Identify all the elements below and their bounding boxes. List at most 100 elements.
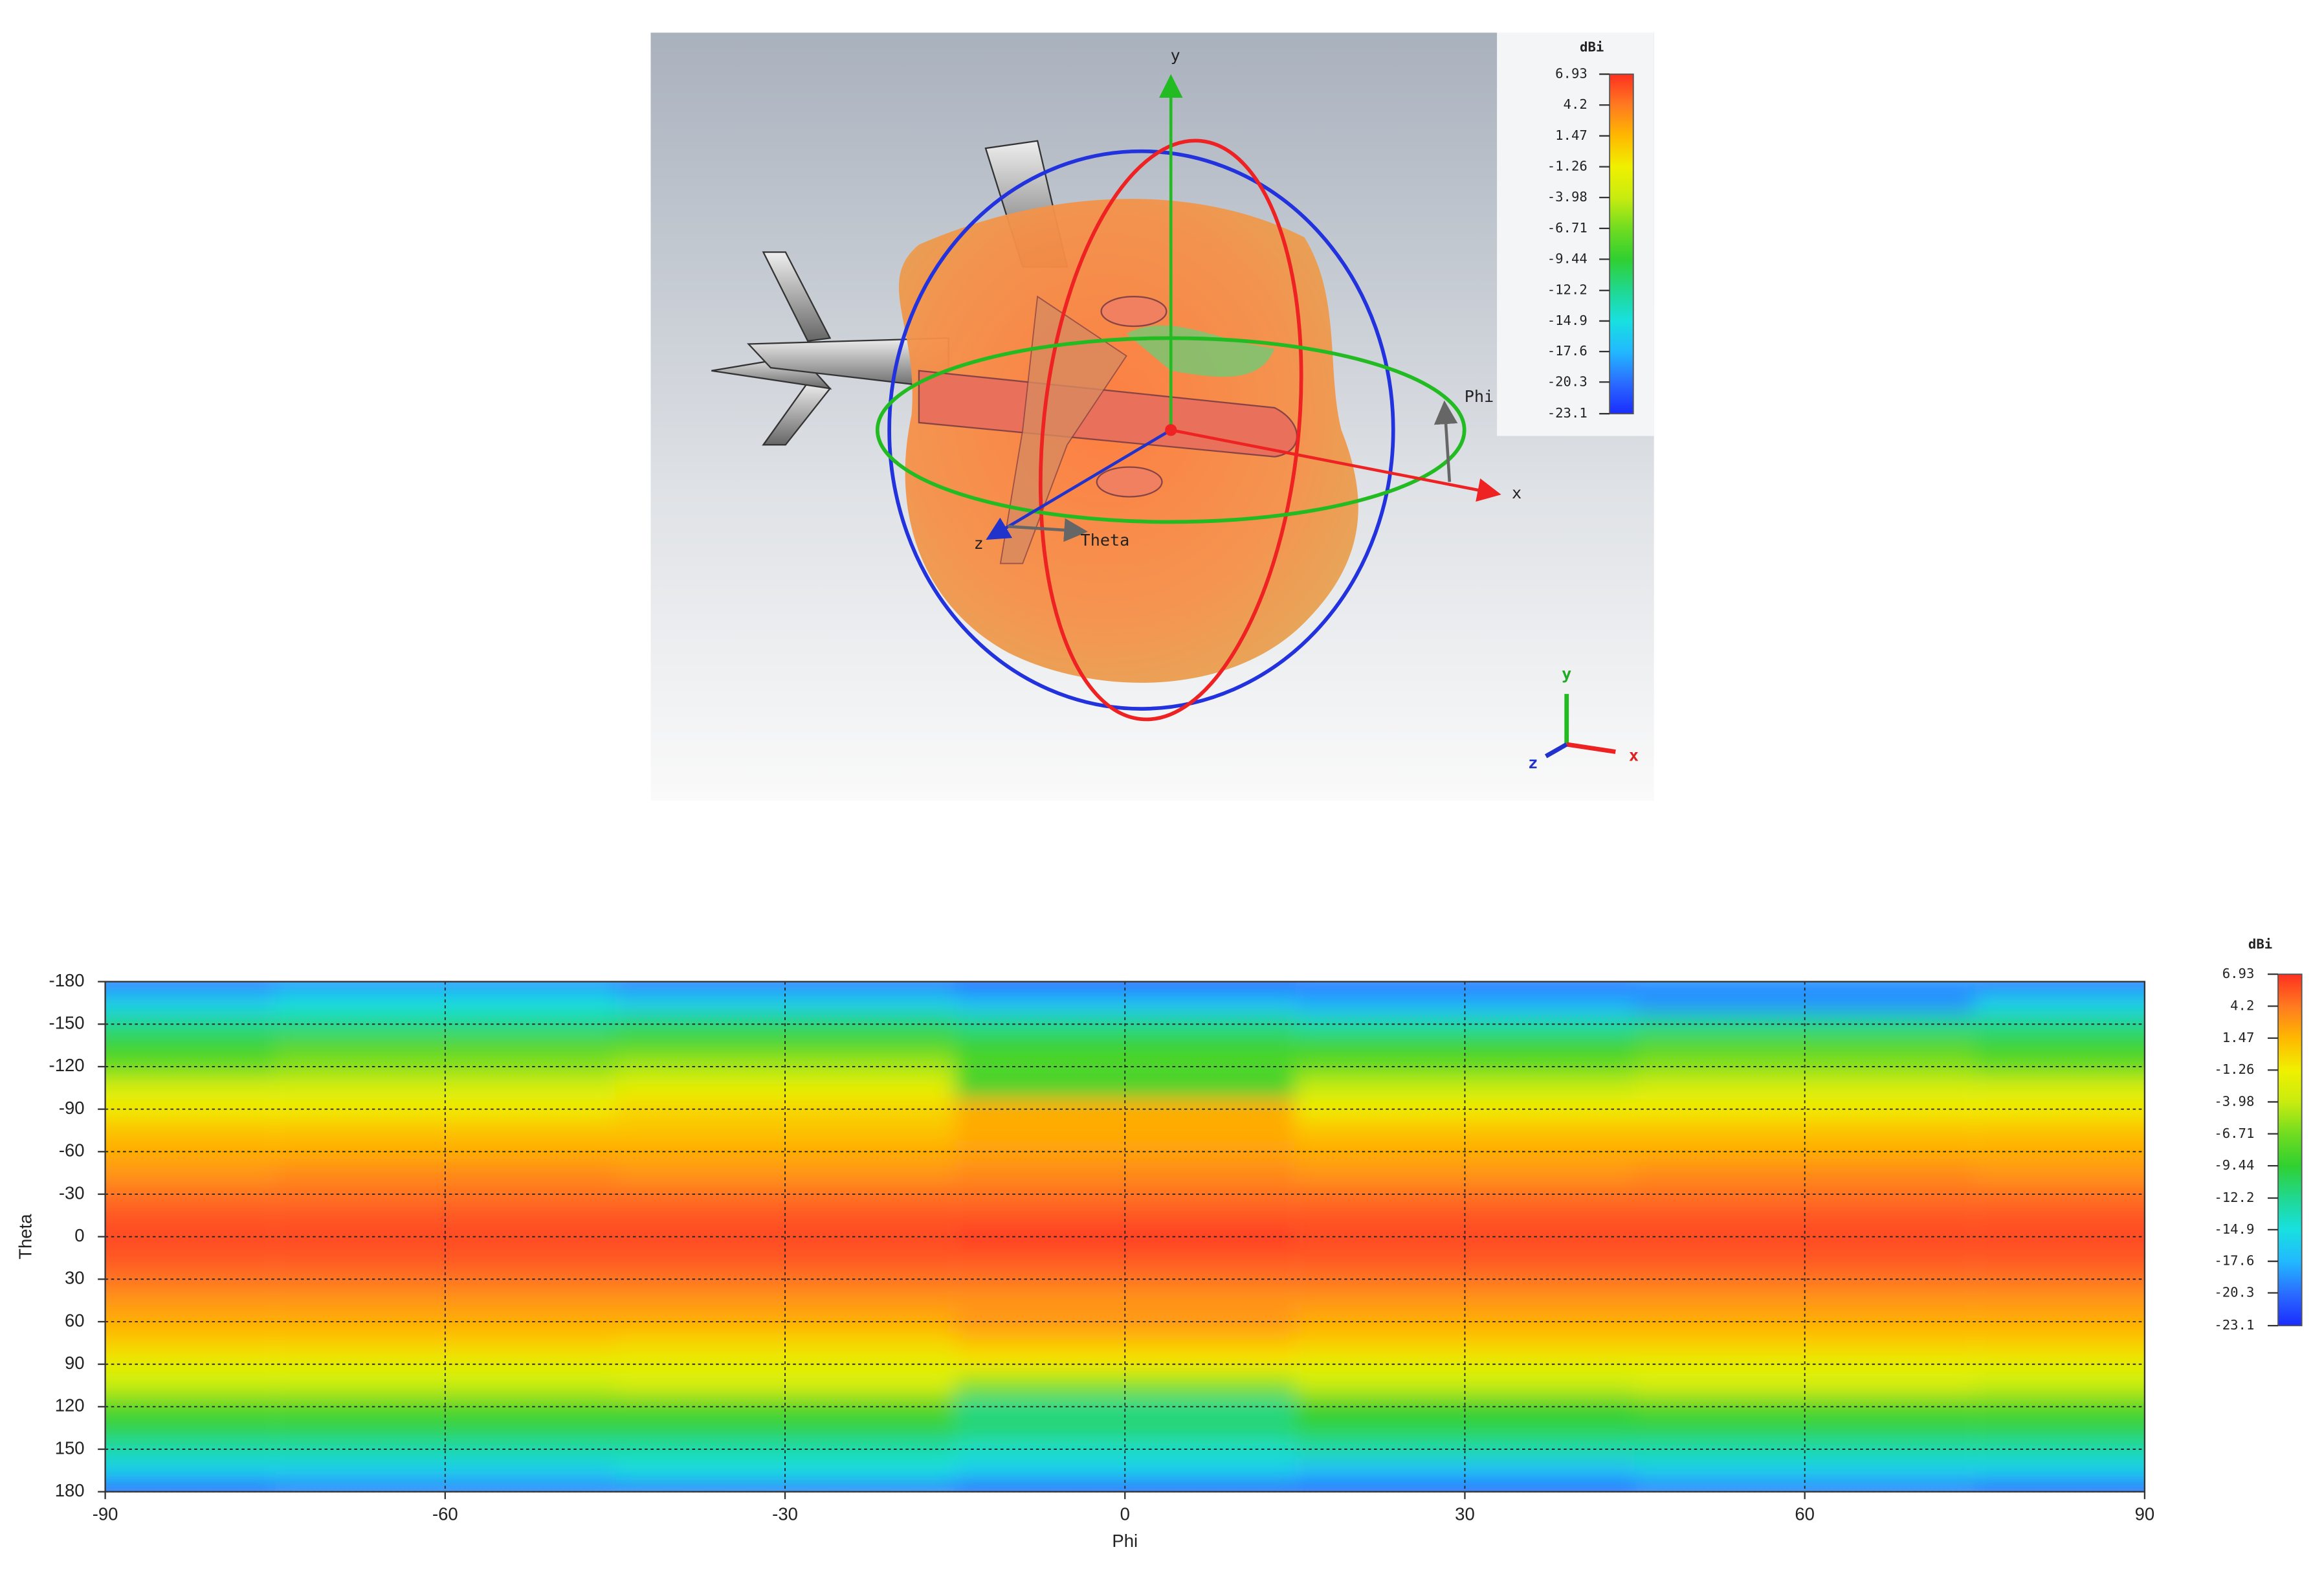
colorbar-tick-label: -9.44 (1547, 251, 1588, 267)
x-tick-label: -90 (93, 1504, 118, 1524)
colorbar-tick-label: -3.98 (1547, 189, 1588, 205)
axis-label: z (974, 534, 984, 553)
heatmap-cell (105, 1205, 276, 1227)
colorbar-tick-label: -12.2 (2214, 1190, 2254, 1205)
triad-label: y (1562, 664, 1571, 683)
theta-arrow (1008, 518, 1088, 542)
heatmap-cell (1975, 1332, 2145, 1354)
heatmap-cell (105, 1077, 276, 1099)
heatmap-cell (105, 1247, 276, 1269)
heatmap-cell (1975, 1205, 2145, 1227)
x-tick-label: 60 (1795, 1504, 1815, 1524)
pattern-3d-view: y x Phi z Theta y x z (650, 32, 1654, 801)
y-tick-label: 150 (55, 1438, 85, 1458)
heatmap-cell (1975, 1162, 2145, 1184)
heatmap-cell (615, 1289, 955, 1311)
axis-label: x (1512, 483, 1522, 502)
heatmap-cell (1294, 981, 1635, 993)
colorbar-tick-label: -1.26 (2214, 1061, 2254, 1077)
y-tick-label: -120 (49, 1055, 85, 1075)
y-tick-label: -60 (59, 1140, 85, 1161)
y-tick-label: -150 (49, 1013, 85, 1033)
heatmap-cell (955, 1034, 1295, 1056)
heatmap-cell (105, 1289, 276, 1311)
colorbar-scale (1609, 73, 1634, 415)
x-tick-label: 90 (2135, 1504, 2155, 1524)
heatmap-cell (275, 1289, 615, 1311)
colorbar-tick-label: -6.71 (2214, 1126, 2254, 1141)
colorbar-tick-label: -14.9 (2214, 1221, 2254, 1237)
colorbar: dBi 6.93 4.2 1.47 -1.26 -3.98 -6.71 -9.44 -12.2 -… (1547, 39, 1634, 421)
engine (1096, 466, 1163, 498)
colorbar-tick-label: 6.93 (2222, 966, 2255, 981)
plot-frame (104, 981, 2146, 1493)
y-tick-label: 60 (65, 1310, 85, 1330)
triad-label: x (1629, 746, 1639, 764)
heatmap-cell (1975, 1375, 2145, 1396)
heatmap-cell (105, 1375, 276, 1396)
colorbar: dBi 6.93 4.2 1.47 -1.26 -3.98 -6.71 -9.44 -12.2 -… (2214, 936, 2303, 1333)
heatmap-cell (105, 992, 276, 1014)
colorbar-title: dBi (1580, 39, 1604, 54)
triad-z (1544, 742, 1568, 759)
y-axis-title: Theta (15, 1214, 35, 1260)
tail-fin (762, 251, 832, 342)
y-tick-label: 180 (55, 1480, 85, 1500)
heatmap-cell (105, 1417, 276, 1439)
colorbar-tick-label: 4.2 (1564, 96, 1588, 112)
colorbar-tick-label: 6.93 (1555, 66, 1588, 82)
colorbar-tick-label: -23.1 (1547, 405, 1588, 421)
colorbar-tick-label: -3.98 (2214, 1093, 2254, 1109)
x-tick-label: 0 (1120, 1504, 1130, 1524)
z-axis-arrow (986, 428, 1172, 540)
y-tick-label: 30 (65, 1268, 85, 1288)
wing (999, 295, 1127, 564)
heatmap-cell (615, 981, 955, 993)
heatmap-cell (105, 981, 276, 993)
heatmap-cell (1975, 1417, 2145, 1439)
heatmap-cell (105, 1460, 276, 1482)
heatmap-cell (105, 1034, 276, 1056)
colorbar-tick-label: -20.3 (1547, 373, 1588, 389)
y-tick-label: 90 (65, 1353, 85, 1373)
phi-arrow (1433, 400, 1458, 482)
heatmap-cell (1975, 1077, 2145, 1099)
colorbar-tick-label: -17.6 (1547, 343, 1588, 359)
heatmap-cell (105, 1120, 276, 1141)
x-axis-title: Phi (1112, 1531, 1138, 1551)
heatmap-cell (1975, 1289, 2145, 1311)
axis-label: y (1171, 46, 1180, 65)
colorbar-scale (2277, 973, 2303, 1327)
colorbar-tick-label: -14.9 (1547, 313, 1588, 328)
y-tick-label: -30 (59, 1183, 85, 1203)
heatmap-cell (105, 1162, 276, 1184)
origin (1165, 424, 1177, 436)
y-tick-label: -180 (49, 970, 85, 990)
colorbar-tick-label: -23.1 (2214, 1317, 2254, 1333)
heatmap-cell (1294, 1034, 1635, 1056)
heatmap-cell (105, 1332, 276, 1354)
heatmap-cell (1975, 1481, 2145, 1492)
colorbar-title: dBi (2248, 936, 2272, 951)
heatmap-cell (1975, 1120, 2145, 1141)
heatmap-cell (1635, 1289, 1975, 1311)
heatmap-cell (955, 981, 1295, 993)
heatmap-cell (955, 1289, 1295, 1311)
y-tick-label: -90 (59, 1098, 85, 1118)
y-tick-label: 120 (55, 1395, 85, 1416)
colorbar-tick-label: -9.44 (2214, 1157, 2254, 1173)
colorbar-tick-label: -1.26 (1547, 159, 1588, 174)
colorbar-tick-label: 1.47 (1555, 128, 1588, 143)
heatmap-cell (1635, 1034, 1975, 1056)
colorbar-tick-label: -6.71 (1547, 220, 1588, 236)
heatmap-cell (1975, 992, 2145, 1014)
colorbar-tick-label: -20.3 (2214, 1284, 2254, 1300)
heatmap-cell (275, 1034, 615, 1056)
heatmap-cell (1975, 1247, 2145, 1269)
colorbar-tick-label: 1.47 (2222, 1030, 2255, 1045)
x-tick-label: -30 (772, 1504, 798, 1524)
heatmap-cell (1975, 981, 2145, 993)
x-tick-label: 30 (1455, 1504, 1475, 1524)
